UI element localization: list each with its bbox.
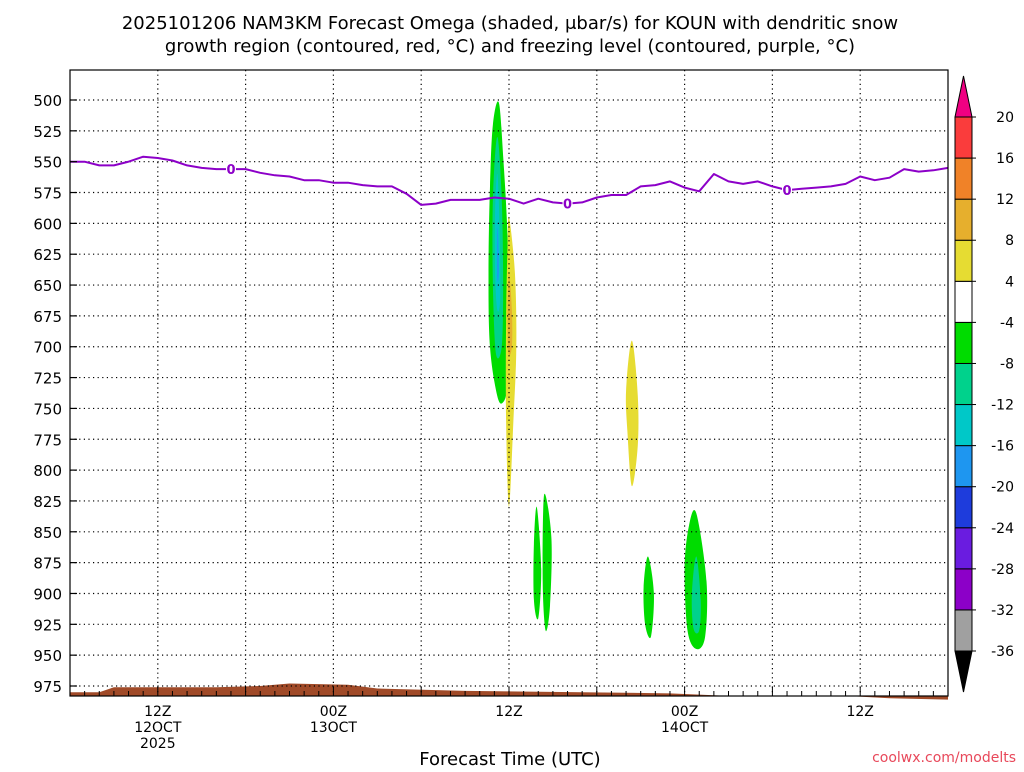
x-tick-label-1-1: 13OCT [310,720,358,736]
omega-region-7 [520,248,527,341]
freezing-level-layer: 0 0 0 [70,155,949,213]
colorbar-bottom-arrow [954,650,973,693]
colorbar-swatch-7 [954,321,973,364]
omega-region-18 [112,598,129,656]
colorbar-label-3: -24 [991,521,1014,537]
y-tick-label-625: 625 [33,246,62,264]
colorbar-swatch-9 [954,239,973,282]
freezing-level-label-bg-2 [782,182,793,198]
omega-region-5 [507,272,513,356]
y-axis: 500 525 550 575 600 625 650 675 700 725 750 775 800 8… [33,92,77,696]
y-tick-label-775: 775 [33,431,62,449]
omega-region-6 [443,194,453,370]
colorbar-swatch-1 [954,568,973,611]
y-tick-label-875: 875 [33,555,62,573]
y-tick-label-950: 950 [33,647,62,665]
credit-text: coolwx.com/modelts [872,750,1016,766]
omega-region-9 [542,493,552,632]
freezing-level-label-bg-1 [562,195,573,211]
colorbar-label-10: 8 [1005,233,1014,249]
colorbar-swatch-0 [954,609,973,652]
colorbar-label-9: 4 [1005,274,1014,290]
y-tick-label-850: 850 [33,524,62,542]
freezing-level-label-2: 0 [783,184,792,199]
colorbar-label-4: -20 [991,480,1014,496]
colorbar-label-6: -12 [991,398,1014,414]
colorbar-swatch-4 [954,445,973,488]
omega-region-20 [393,607,440,659]
y-tick-label-525: 525 [33,123,62,141]
y-tick-label-550: 550 [33,154,62,172]
x-tick-label-0-1: 12OCT [134,720,182,736]
y-tick-label-500: 500 [33,92,62,110]
omega-region-16 [691,556,701,634]
colorbar-label-8: -4 [1000,315,1014,331]
colorbar-swatch-11 [954,157,973,200]
colorbar-swatch-2 [954,527,973,570]
y-tick-label-575: 575 [33,185,62,203]
colorbar-label-1: -32 [991,603,1014,619]
freezing-level-line [70,155,949,206]
colorbar-swatch-5 [954,404,973,447]
colorbar-label-2: -28 [991,562,1014,578]
y-tick-label-600: 600 [33,215,62,233]
colorbar-swatch-3 [954,486,973,529]
omega-region-19 [345,560,364,645]
x-tick-label-0-2: 2025 [140,736,176,752]
colorbar-swatch-12 [954,116,973,159]
y-tick-label-725: 725 [33,370,62,388]
y-tick-label-650: 650 [33,277,62,295]
colorbar-swatch-10 [954,198,973,241]
y-tick-label-925: 925 [33,616,62,634]
x-tick-label-4-0: 12Z [846,704,873,720]
y-tick-label-975: 975 [33,678,62,696]
omega-region-12 [619,476,666,663]
grid-lines [70,70,948,696]
colorbar-label-13: 20 [996,110,1014,126]
y-tick-label-800: 800 [33,462,62,480]
y-tick-label-900: 900 [33,585,62,603]
x-axis-label: Forecast Time (UTC) [419,749,600,768]
x-tick-label-3-0: 00Z [671,704,698,720]
colorbar-top-arrow [954,75,973,118]
colorbar-label-5: -16 [991,439,1014,455]
omega-region-13 [643,556,654,639]
omega-region-10 [533,506,542,620]
plot-area: 0 0 0 [69,69,949,700]
colorbar-label-11: 12 [996,192,1014,208]
freezing-level-label-bg-0 [225,161,236,177]
freezing-level-label-0: 0 [226,163,235,178]
y-tick-label-825: 825 [33,493,62,511]
colorbar-label-12: 16 [996,151,1014,167]
y-tick-label-750: 750 [33,400,62,418]
chart-title-line2: growth region (contoured, red, °C) and f… [165,36,855,57]
colorbar-label-7: -8 [1000,356,1014,372]
colorbar: -36 -32 -28 -24 -20 -16 -12 -8 -4 4 8 12 16 20 [954,75,1014,693]
omega-region-11 [625,340,639,487]
x-tick-label-3-1: 14OCT [661,720,709,736]
colorbar-label-0: -36 [991,644,1014,660]
x-tick-label-2-0: 12Z [495,704,522,720]
x-tick-label-0-0: 12Z [144,704,171,720]
y-tick-label-700: 700 [33,339,62,357]
freezing-level-label-1: 0 [563,198,572,213]
y-tick-label-675: 675 [33,308,62,326]
x-tick-label-1-0: 00Z [320,704,347,720]
colorbar-swatch-6 [954,362,973,406]
chart-title-line1: 2025101206 NAM3KM Forecast Omega (shaded… [122,13,898,34]
colorbar-swatch-8 [954,280,973,323]
